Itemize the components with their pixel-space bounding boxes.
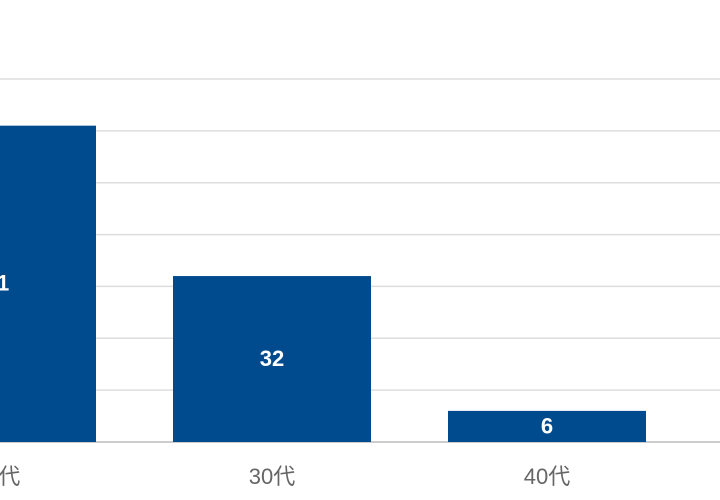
value-label: 6 — [541, 413, 553, 438]
bar — [448, 410, 646, 442]
value-label: 32 — [260, 346, 284, 371]
value-label: 61 — [0, 271, 9, 296]
bar — [0, 125, 96, 443]
bar — [173, 276, 371, 442]
x-tick-label: 40代 — [524, 464, 570, 489]
x-tick-label: 30代 — [249, 464, 295, 489]
x-tick-label: 20代 — [0, 464, 20, 489]
